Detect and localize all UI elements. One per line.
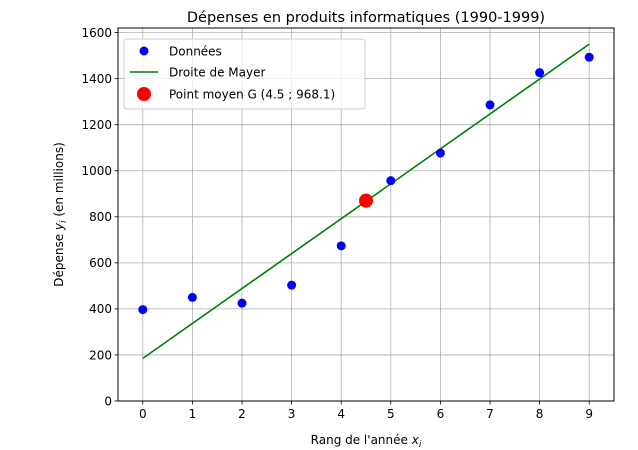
x-tick-label: 5 — [387, 407, 395, 421]
data-point — [187, 292, 197, 302]
legend-label: Données — [169, 44, 222, 58]
y-axis-label-main: Dépense — [52, 230, 66, 287]
x-tick-label: 0 — [139, 407, 147, 421]
x-tick-label: 3 — [288, 407, 296, 421]
chart-title: Dépenses en produits informatiques (1990… — [187, 10, 545, 26]
legend-marker-mean — [137, 87, 151, 101]
y-tick-label: 1000 — [81, 164, 112, 178]
legend-marker-data — [139, 46, 149, 56]
x-axis-label-var: x — [411, 433, 420, 447]
x-tick-label: 2 — [238, 407, 246, 421]
x-axis-label-sub: i — [419, 440, 422, 450]
x-tick-label: 7 — [486, 407, 494, 421]
legend-box — [123, 38, 366, 110]
y-tick-label: 200 — [89, 348, 112, 362]
y-tick-label: 800 — [89, 210, 112, 224]
x-tick-label: 4 — [337, 407, 345, 421]
data-point — [584, 52, 594, 62]
legend: Données Droite de Mayer Point moyen G (4.5… — [123, 38, 366, 110]
y-tick-label: 1600 — [81, 26, 112, 40]
y-tick-label: 0 — [104, 394, 112, 408]
legend-label: Point moyen G (4.5 ; 968.1) — [169, 87, 335, 101]
legend-entries: Données Droite de Mayer Point moyen G (4.5… — [130, 44, 335, 101]
x-tick-label: 8 — [536, 407, 544, 421]
plot-series — [138, 43, 594, 360]
y-axis-label-var: y — [52, 222, 66, 231]
data-point — [336, 241, 346, 251]
y-tick-label: 600 — [89, 256, 112, 270]
x-axis-label-main: Rang de l'année — [311, 433, 412, 447]
y-tick-label: 1400 — [81, 72, 112, 86]
y-tick-label: 400 — [89, 302, 112, 316]
data-point — [535, 68, 545, 78]
data-point — [485, 100, 495, 110]
mean-point — [359, 193, 373, 208]
data-point — [138, 305, 148, 315]
data-point — [435, 148, 445, 158]
y-tick-label: 1200 — [81, 118, 112, 132]
x-tick-label: 1 — [189, 407, 197, 421]
axis-ticks: 0 1 2 3 4 5 6 7 8 9 0 200 400 600 800 1000 1200 1400 1600 — [81, 26, 593, 421]
y-axis-label-sub: i — [59, 220, 69, 223]
x-axis-label: Rang de l'année xi — [311, 433, 422, 450]
y-axis-label-tail: (en millions) — [52, 142, 66, 220]
data-point — [237, 298, 247, 308]
x-tick-label: 6 — [437, 407, 445, 421]
x-tick-label: 9 — [585, 407, 593, 421]
legend-label: Droite de Mayer — [169, 65, 265, 79]
data-point — [386, 176, 396, 186]
data-point — [287, 280, 297, 290]
plot-frame — [117, 27, 615, 402]
y-axis-label: Dépense yi (en millions) — [52, 142, 69, 287]
